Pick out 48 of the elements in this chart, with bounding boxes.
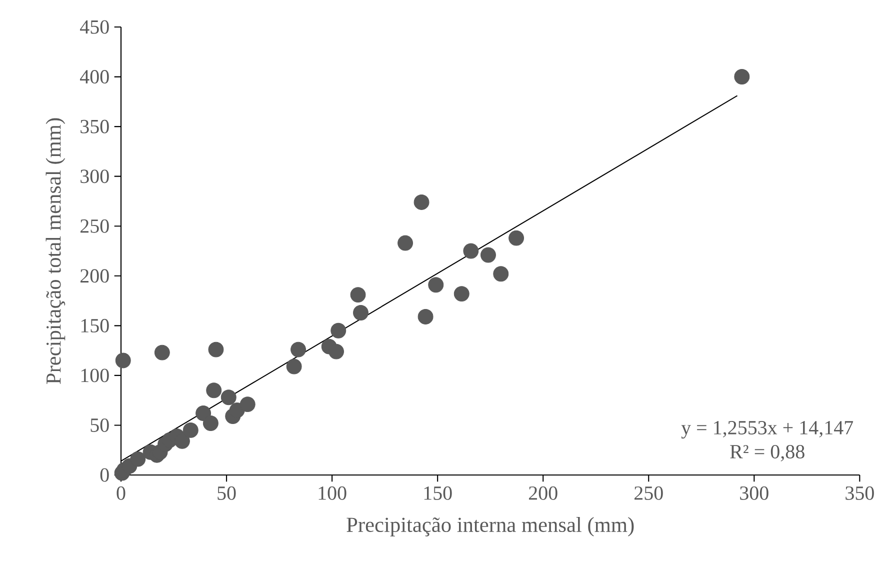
point: [350, 287, 366, 303]
y-tick-label: 350: [80, 120, 109, 134]
x-tick-label: 200: [528, 486, 558, 500]
x-tick-label: 100: [318, 486, 346, 500]
point: [174, 433, 190, 449]
point: [130, 451, 146, 467]
point: [202, 415, 218, 431]
point: [414, 194, 430, 210]
y-tick-label: 450: [80, 20, 109, 34]
y-tick-label: 100: [81, 368, 109, 382]
x-axis-title: Precipitação interna mensal (mm): [346, 517, 634, 536]
point: [463, 243, 479, 259]
x-tick-label: 150: [424, 486, 452, 500]
y-tick-label: 250: [80, 219, 109, 233]
point: [353, 304, 368, 320]
point: [290, 342, 306, 358]
y-tick-label: 0: [100, 468, 109, 482]
point: [480, 247, 496, 263]
y-tick-label: 400: [80, 70, 109, 84]
y-tick-label: 150: [81, 318, 109, 332]
point: [328, 344, 344, 360]
point: [493, 266, 509, 282]
point: [398, 235, 414, 251]
x-tick-label: 0: [116, 486, 126, 500]
point: [154, 344, 170, 360]
y-tick-label: 50: [90, 418, 109, 432]
annotation: R² = 0,88: [730, 444, 804, 462]
point: [454, 286, 470, 302]
y-tick-label: 200: [80, 269, 109, 283]
annotation: y = 1,2553x + 14,147: [681, 421, 854, 439]
x-tick-label: 250: [634, 486, 663, 500]
point: [240, 396, 256, 412]
y-tick-label: 300: [80, 170, 109, 184]
point: [508, 230, 524, 246]
point: [206, 382, 222, 398]
point: [208, 342, 224, 358]
y-axis-title: Precipitação total mensal (mm): [46, 118, 66, 384]
point: [330, 322, 346, 338]
point: [286, 358, 302, 374]
point: [115, 352, 131, 368]
x-tick-label: 50: [218, 486, 236, 500]
x-tick-label: 350: [846, 486, 874, 500]
point: [418, 308, 434, 324]
point: [220, 390, 236, 406]
x-tick-label: 300: [740, 486, 768, 500]
point: [734, 69, 750, 85]
point: [182, 422, 198, 438]
point: [428, 277, 444, 293]
